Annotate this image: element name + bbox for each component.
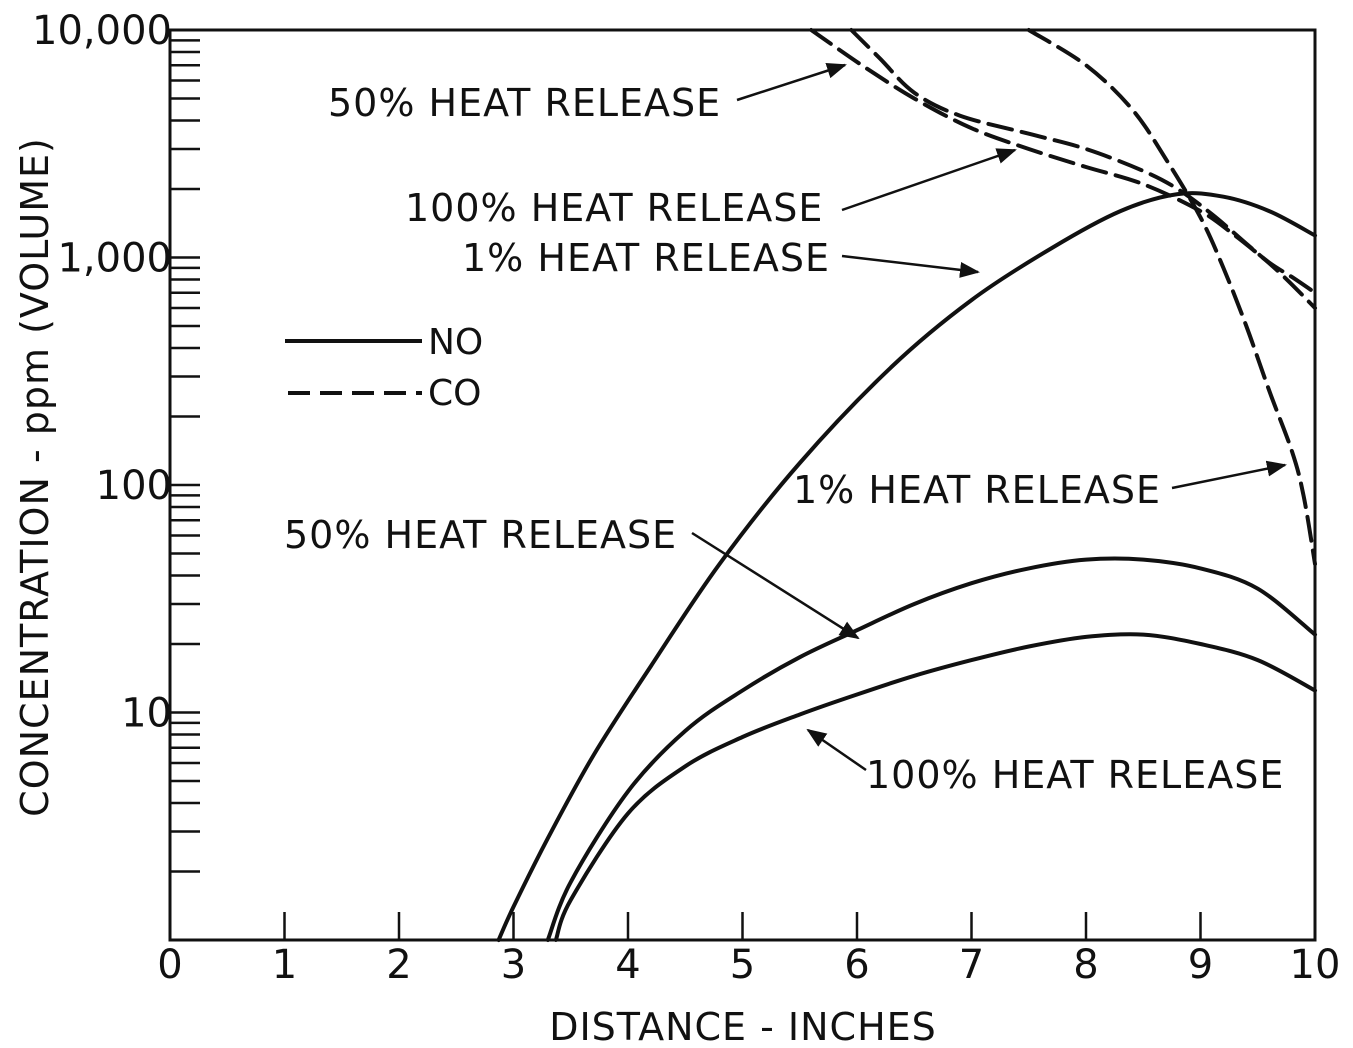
annotation-co-1: 1% HEAT RELEASE [793, 468, 1161, 512]
y-axis-title: CONCENTRATION - ppm (VOLUME) [13, 137, 57, 817]
x-tick-label: 7 [959, 942, 984, 988]
legend-label-co: CO [428, 373, 481, 414]
y-tick-label: 10,000 [32, 8, 172, 54]
x-tick-label: 4 [615, 942, 640, 988]
x-tick-label: 1 [272, 942, 297, 988]
no-curve-2 [553, 632, 1317, 942]
x-tick-label: 0 [157, 942, 182, 988]
x-tick-label: 2 [386, 942, 411, 988]
x-tick-label: 3 [501, 942, 526, 988]
annotation-no-1: 1% HEAT RELEASE [462, 236, 830, 280]
annotation-arrow-1 [841, 148, 1017, 212]
x-tick-label: 6 [844, 942, 869, 988]
annotation-arrow-5 [806, 728, 867, 772]
y-tick-label: 100 [96, 463, 172, 509]
x-tick-label: 5 [730, 942, 755, 988]
co-curve-4 [849, 28, 1317, 310]
annotation-arrow-4 [691, 531, 860, 640]
legend-label-no: NO [428, 322, 483, 363]
y-tick-label: 1,000 [57, 236, 172, 282]
y-axis-ticks: 10 100 1,000 10,000 [32, 8, 200, 942]
annotation-co-50: 50% HEAT RELEASE [328, 81, 721, 125]
no-curve-0 [496, 191, 1317, 942]
annotation-no-100: 100% HEAT RELEASE [866, 753, 1284, 797]
x-tick-label: 8 [1073, 942, 1098, 988]
y-tick-label: 10 [121, 691, 172, 737]
legend: NO CO [285, 322, 483, 414]
annotation-arrows [691, 62, 1287, 772]
x-tick-label: 9 [1188, 942, 1213, 988]
annotation-no-50: 50% HEAT RELEASE [284, 513, 677, 557]
annotation-arrow-2 [841, 254, 980, 278]
x-axis-ticks: 0 1 2 3 4 5 6 7 8 9 10 [157, 912, 1340, 988]
x-tick-label: 10 [1290, 942, 1341, 988]
annotation-arrow-0 [736, 62, 847, 102]
co-curve-5 [1026, 28, 1317, 566]
annotation-arrow-3 [1171, 460, 1287, 490]
co-curve-3 [809, 28, 1317, 295]
annotation-co-100: 100% HEAT RELEASE [405, 186, 823, 230]
x-axis-title: DISTANCE - INCHES [549, 1005, 937, 1048]
curves [496, 28, 1317, 942]
no-curve-1 [545, 556, 1317, 942]
